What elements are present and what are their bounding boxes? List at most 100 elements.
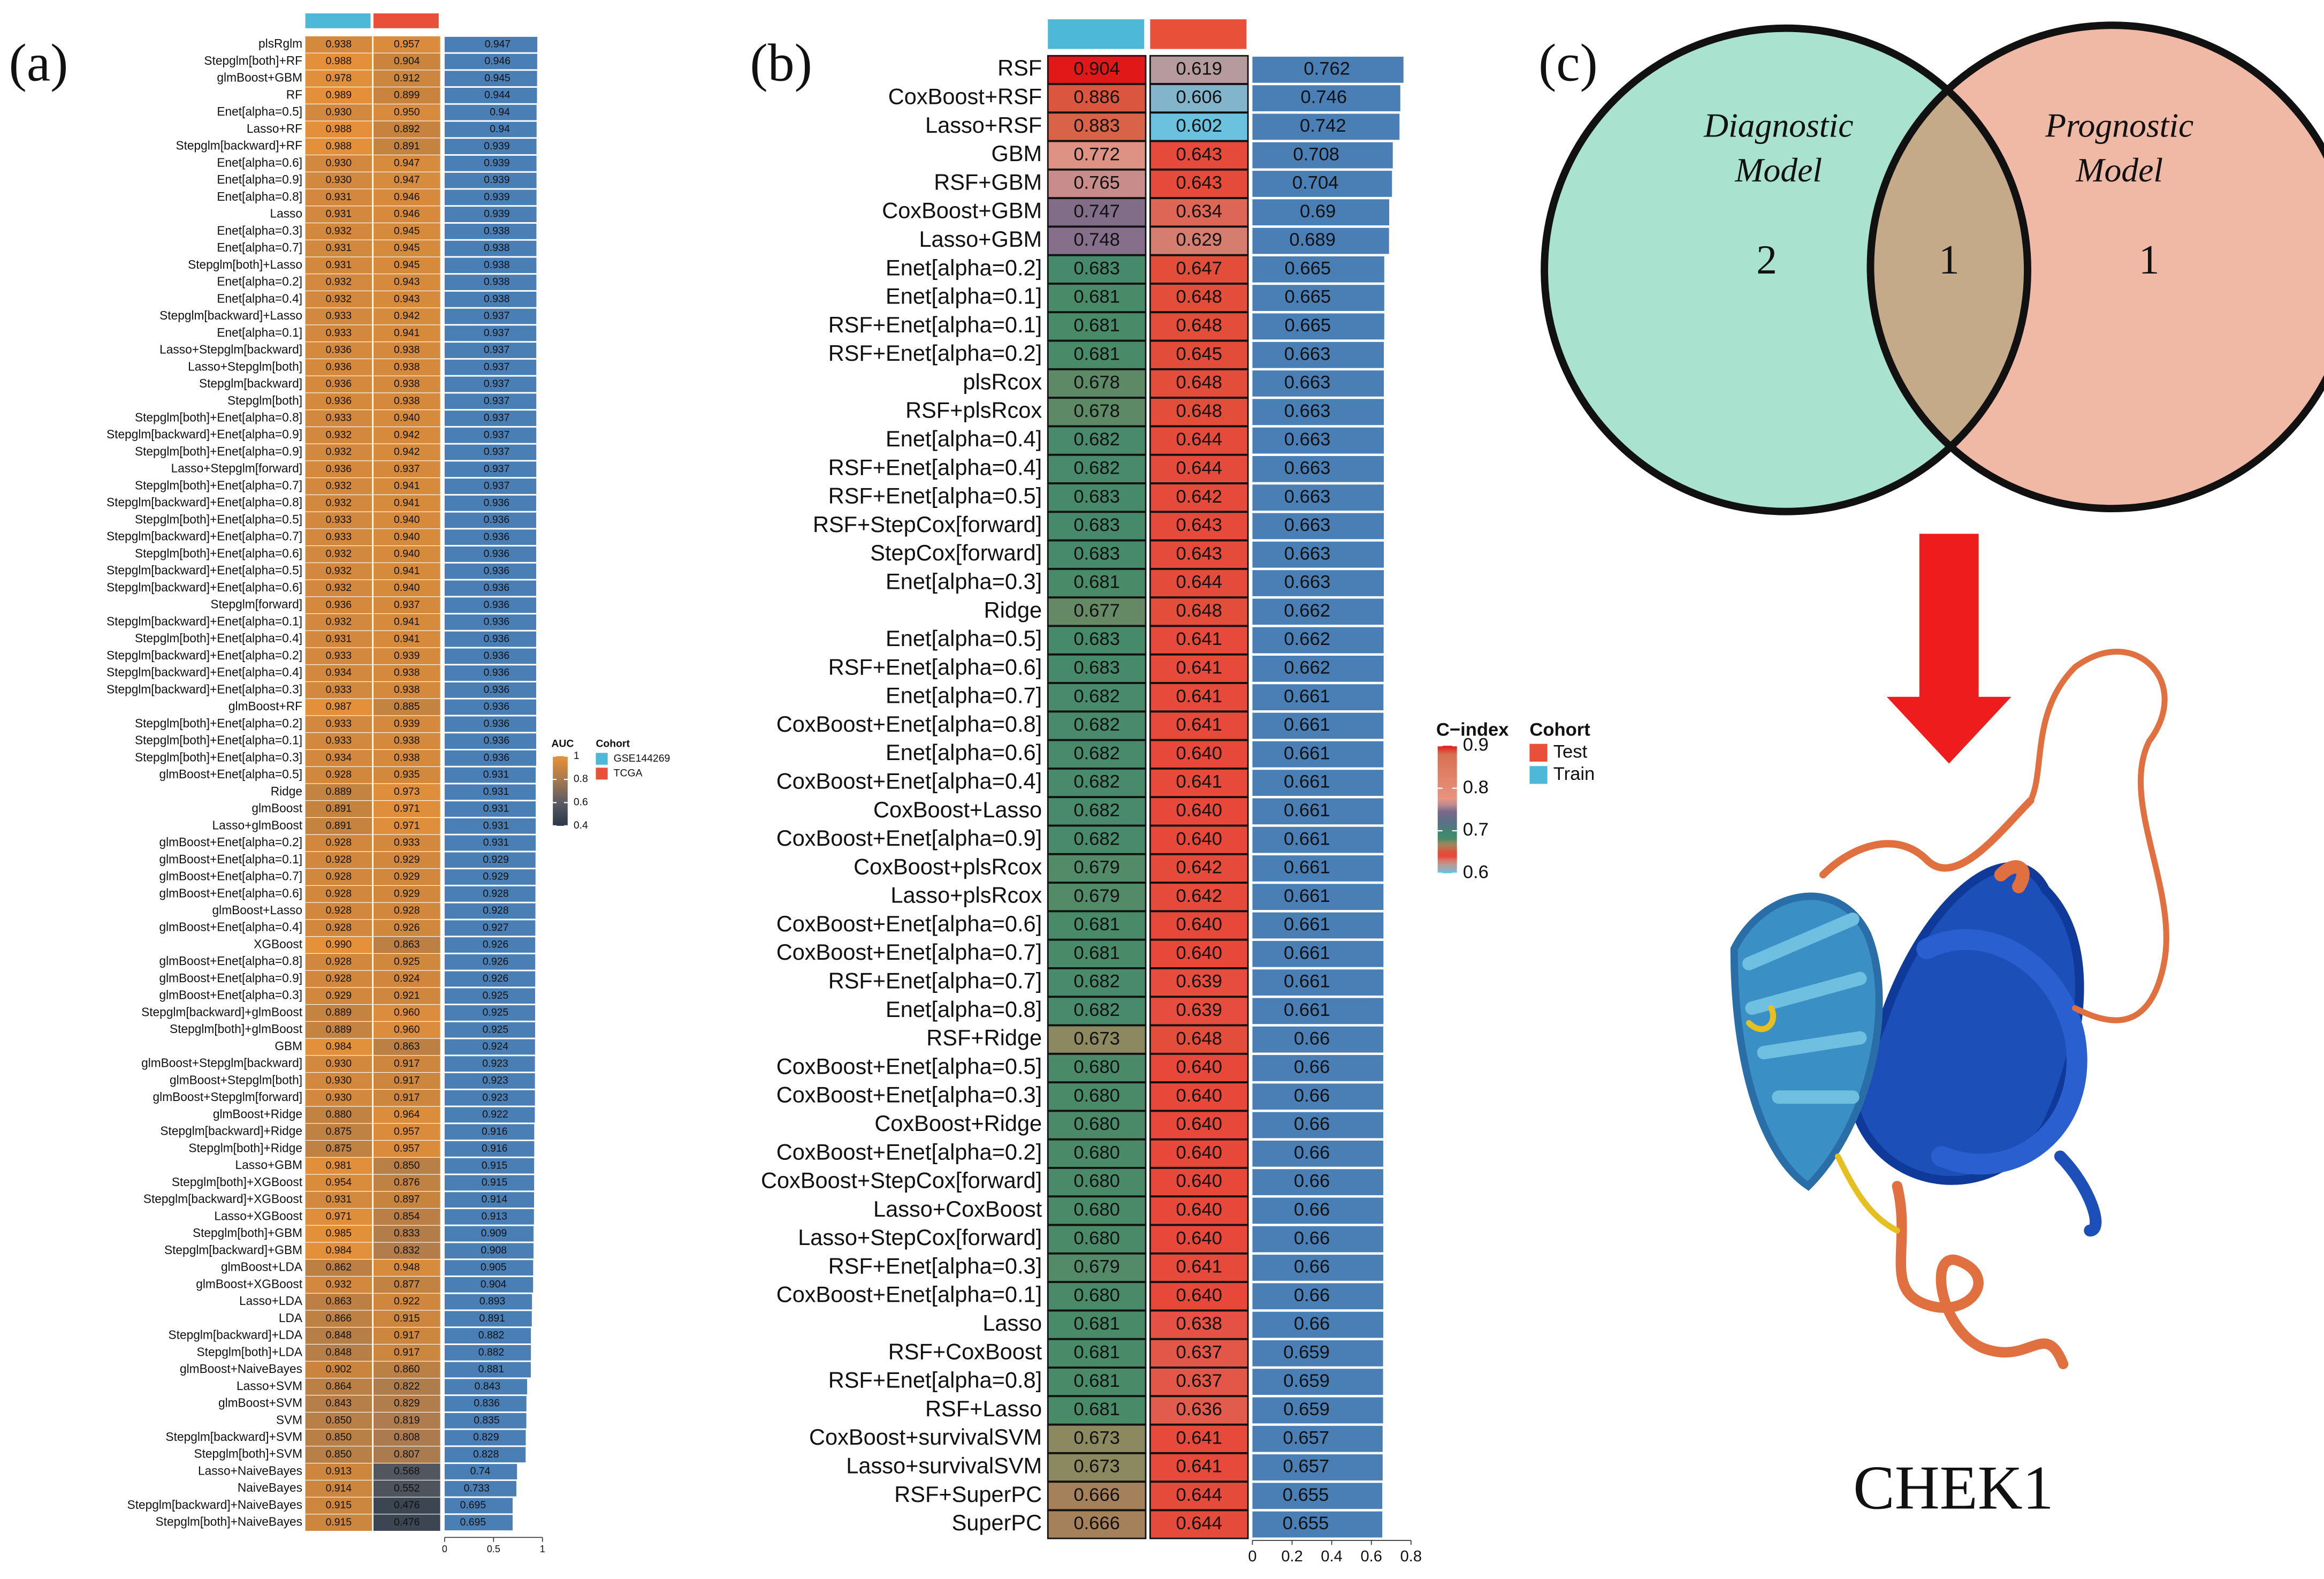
bar-label: 0.915 [482, 1176, 508, 1188]
heat-cell [373, 1395, 440, 1412]
heat-cell [373, 1225, 440, 1242]
legend-swatch [596, 768, 608, 780]
bar-label: 0.891 [479, 1312, 505, 1324]
heat-cell [1047, 226, 1147, 256]
cell-label: 0.928 [326, 854, 352, 866]
cell-label: 0.947 [394, 157, 420, 169]
colorbar [1437, 746, 1457, 874]
bar-label: 0.936 [484, 735, 510, 747]
row-label: CoxBoost+Enet[alpha=0.9] [776, 825, 1042, 851]
cell-label: 0.984 [326, 1041, 352, 1052]
bar [444, 818, 536, 834]
cell-label: 0.666 [1073, 1485, 1120, 1505]
protein-loop [1892, 1181, 2069, 1369]
bar-label: 0.936 [484, 701, 510, 712]
cell-label: 0.936 [326, 344, 352, 356]
cell-label: 0.930 [326, 157, 352, 169]
cell-label: 0.863 [394, 939, 420, 951]
cell-label: 0.978 [326, 72, 352, 84]
cell-label: 0.931 [326, 259, 352, 271]
cell-label: 0.933 [326, 327, 352, 339]
heat-cell [373, 1412, 440, 1429]
heat-cell [373, 1056, 440, 1073]
row-label: Enet[alpha=0.5] [217, 104, 302, 118]
bar-label: 0.733 [464, 1482, 490, 1494]
cell-label: 0.941 [394, 565, 420, 576]
heat-cell [1149, 711, 1249, 741]
heat-cell [305, 1242, 372, 1259]
cell-label: 0.973 [394, 786, 420, 798]
cell-label: 0.932 [326, 1278, 352, 1290]
row-label: XGBoost [254, 937, 303, 951]
heat-cell [373, 953, 440, 970]
cell-label: 0.640 [1176, 743, 1222, 763]
cell-label: 0.640 [1176, 1200, 1222, 1220]
row-label: RSF [997, 55, 1042, 80]
cell-label: 0.928 [326, 955, 352, 967]
row-label: glmBoost+Enet[alpha=0.6] [159, 886, 302, 900]
heat-cell [305, 1038, 372, 1056]
heat-cell [305, 1056, 372, 1073]
cell-label: 0.928 [326, 769, 352, 780]
bar-label: 0.926 [483, 939, 509, 951]
bar [444, 54, 537, 70]
bar [444, 1430, 526, 1446]
bar [444, 1022, 536, 1038]
heat-cell [305, 1327, 372, 1344]
bar-label: 0.66 [1294, 1085, 1330, 1106]
row-label: Stepglm[both]+NaiveBayes [156, 1515, 303, 1529]
bar-label: 0.923 [482, 1091, 508, 1103]
cell-label: 0.640 [1176, 1228, 1222, 1248]
bar-label: 0.916 [482, 1143, 508, 1155]
cell-label: 0.640 [1176, 1142, 1222, 1163]
bar-label: 0.829 [473, 1431, 499, 1443]
cell-label: 0.747 [1073, 201, 1120, 222]
heat-cell [1047, 169, 1147, 199]
row-label: Enet[alpha=0.7] [217, 240, 302, 254]
heat-cell [305, 784, 372, 801]
bar-label: 0.66 [1294, 1200, 1330, 1220]
heat-cell [305, 138, 372, 155]
cell-label: 0.938 [326, 38, 352, 50]
row-label: CoxBoost+StepCox[forward] [761, 1168, 1042, 1193]
heat-cell [373, 274, 440, 291]
row-label: Stepglm[both]+XGBoost [172, 1175, 303, 1189]
bar [444, 1090, 535, 1106]
bar [1252, 427, 1384, 454]
cell-label: 0.673 [1073, 1028, 1120, 1049]
heat-cell [1047, 711, 1147, 741]
heat-cell [305, 308, 372, 325]
protein-helix [1916, 929, 2087, 1175]
heat-cell [305, 699, 372, 716]
heat-cell [373, 869, 440, 885]
cell-label: 0.917 [394, 1346, 420, 1358]
venn-set-label: Diagnostic [1703, 107, 1854, 145]
cell-label: 0.931 [326, 191, 352, 203]
protein-loop [1819, 796, 2035, 879]
protein-sheet [1742, 912, 1867, 1104]
row-label: RSF+Enet[alpha=0.5] [828, 483, 1042, 508]
bar-label: 0.939 [484, 157, 510, 169]
heat-cell [373, 87, 440, 104]
row-label: Stepglm[backward]+SVM [166, 1430, 303, 1444]
bar-label: 0.66 [1294, 1228, 1330, 1248]
bar [1252, 113, 1400, 140]
row-label: glmBoost+Lasso [212, 903, 302, 917]
bar [1252, 826, 1384, 853]
row-label: Lasso+NaiveBayes [198, 1463, 302, 1477]
heat-cell [373, 223, 440, 240]
bar-label: 0.663 [1284, 543, 1331, 564]
cell-label: 0.641 [1176, 715, 1222, 735]
cell-label: 0.683 [1073, 515, 1120, 535]
heat-cell [305, 257, 372, 274]
bar-label: 0.939 [484, 191, 510, 203]
bar-label: 0.905 [481, 1262, 507, 1273]
bar [1252, 1511, 1383, 1538]
bar-label: 0.665 [1284, 258, 1331, 278]
bar-label: 0.662 [1284, 629, 1330, 649]
bar [444, 920, 536, 936]
x-tick-label: 0.8 [1400, 1548, 1422, 1565]
heat-cell [1149, 283, 1249, 313]
cell-label: 0.640 [1176, 1114, 1222, 1134]
heat-cell [305, 104, 372, 121]
